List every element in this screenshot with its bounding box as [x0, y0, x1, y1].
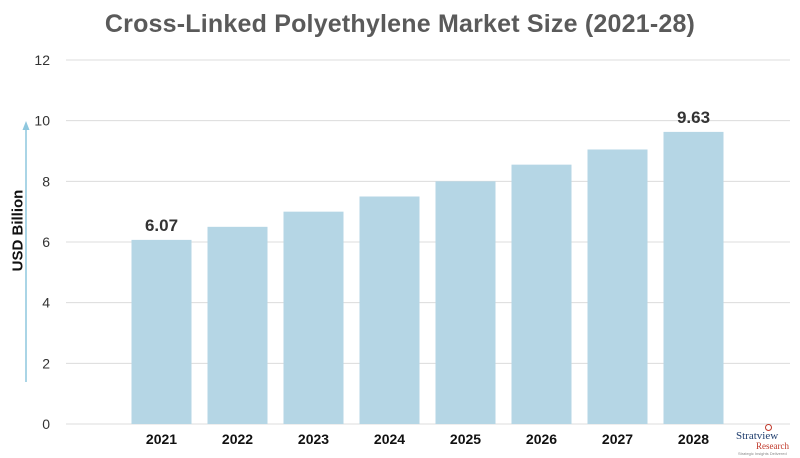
logo-sub: Research: [756, 441, 789, 451]
y-tick-label: 0: [42, 416, 50, 432]
x-tick-label: 2023: [298, 431, 329, 447]
logo-tagline: Strategic Insights Delivered: [738, 451, 787, 456]
bar: [207, 226, 268, 424]
data-label: 6.07: [145, 216, 178, 235]
y-tick-label: 10: [34, 113, 50, 129]
x-tick-label: 2026: [526, 431, 557, 447]
logo-name: Stratview: [736, 430, 779, 442]
y-tick-label: 4: [42, 295, 50, 311]
x-tick-label: 2028: [678, 431, 709, 447]
x-tick-label: 2024: [374, 431, 405, 447]
bar: [359, 196, 420, 424]
x-tick-label: 2027: [602, 431, 633, 447]
bar: [435, 181, 496, 424]
data-label: 9.63: [677, 108, 710, 127]
x-tick-label: 2025: [450, 431, 481, 447]
bar: [131, 239, 192, 424]
logo-mark-icon: [765, 424, 772, 431]
x-tick-label: 2022: [222, 431, 253, 447]
bar: [663, 131, 724, 424]
y-tick-label: 8: [42, 173, 50, 189]
stratview-logo: Stratview Research Strategic Insights De…: [736, 424, 796, 458]
bar: [511, 164, 572, 424]
x-tick-label: 2021: [146, 431, 177, 447]
y-axis-arrow-icon: [22, 121, 30, 130]
y-tick-label: 6: [42, 234, 50, 250]
y-tick-label: 12: [34, 52, 50, 68]
chart-title: Cross-Linked Polyethylene Market Size (2…: [104, 10, 696, 38]
y-tick-label: 2: [42, 355, 50, 371]
bar: [283, 211, 344, 424]
bar: [587, 149, 648, 424]
